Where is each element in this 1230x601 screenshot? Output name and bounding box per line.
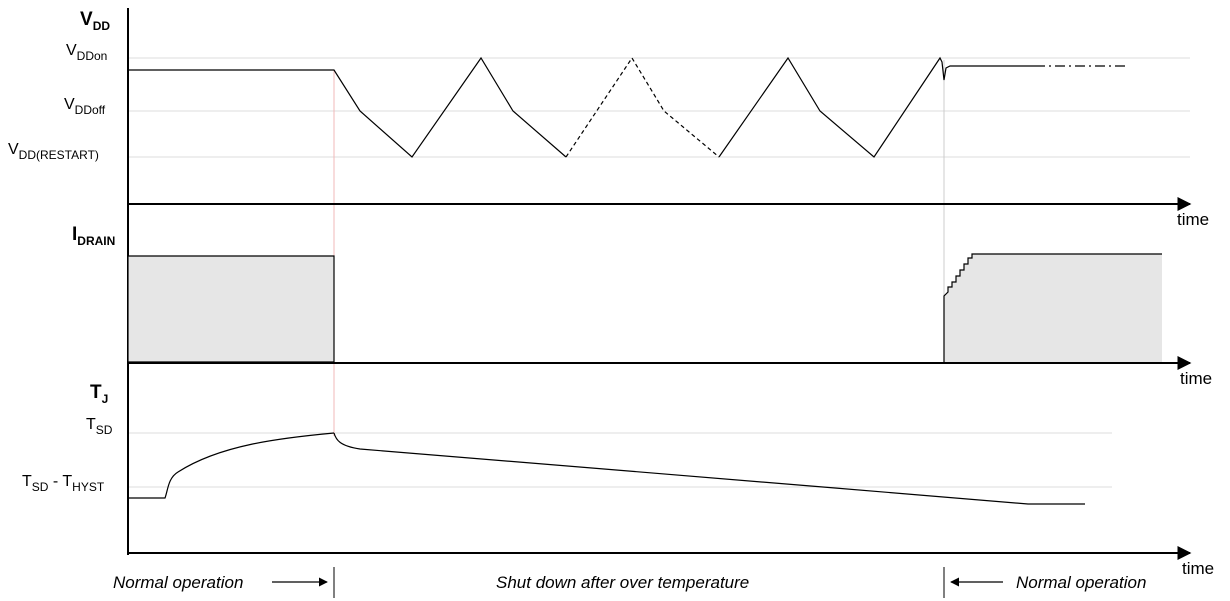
phase-shutdown: Shut down after over temperature (496, 573, 749, 592)
vddrestart-label-main: V (8, 141, 19, 158)
vdd-axis-title: VDD (80, 9, 110, 33)
phase-normal-right: Normal operation (1016, 573, 1146, 592)
tj-heating-curve (128, 432, 335, 499)
vdd-time-label: time (1177, 210, 1209, 229)
axes (127, 8, 1192, 560)
idrain-time-label: time (1180, 369, 1212, 388)
vddrestart-label-sub: DD(RESTART) (19, 148, 99, 162)
vdd-dashed-segment (565, 56, 720, 158)
tsd-thyst-mid: - T (48, 473, 72, 490)
gridlines (128, 57, 1190, 488)
vdd-normal-segment (128, 56, 567, 158)
idrain-trace (127, 253, 1162, 363)
vddoff-label: VDDoff (64, 96, 106, 117)
idrain-title-sub: DRAIN (77, 234, 115, 248)
tsd-thyst-label: TSD - THYST (22, 473, 105, 494)
vdd-title-main: V (80, 9, 93, 30)
vddrestart-label: VDD(RESTART) (8, 141, 99, 162)
vddon-label: VDDon (66, 42, 107, 63)
vddoff-label-main: V (64, 96, 75, 113)
vdd-title-sub: DD (93, 19, 111, 33)
vddoff-label-sub: DDoff (75, 103, 106, 117)
vddon-label-main: V (66, 42, 77, 59)
tj-cooling-curve (333, 432, 1085, 505)
tj-title-main: T (90, 382, 102, 403)
vdd-trace (128, 56, 1128, 158)
idrain-pulse-1 (127, 255, 335, 363)
idrain-pulse-2-fill (944, 254, 1162, 362)
vddon-label-sub: DDon (77, 49, 108, 63)
tsd-thyst-sub2: HYST (72, 480, 105, 494)
tj-trace (128, 432, 1085, 505)
tsd-thyst-main: T (22, 473, 32, 490)
tsd-label-main: T (86, 416, 96, 433)
idrain-axis-title: IDRAIN (72, 224, 115, 248)
phase-normal-left: Normal operation (113, 573, 243, 592)
tj-time-label: time (1182, 559, 1214, 578)
idrain-pulse-2-edge (943, 253, 1162, 362)
tj-title-sub: J (102, 392, 109, 406)
vdd-restart-segment (718, 56, 1035, 158)
tsd-thyst-sub: SD (32, 480, 49, 494)
tsd-label-sub: SD (96, 423, 113, 437)
idrain-title-main: I (72, 224, 77, 245)
tj-axis-title: TJ (90, 382, 108, 406)
phase-annotations: Normal operation Shut down after over te… (113, 567, 1146, 598)
tsd-label: TSD (86, 416, 113, 437)
